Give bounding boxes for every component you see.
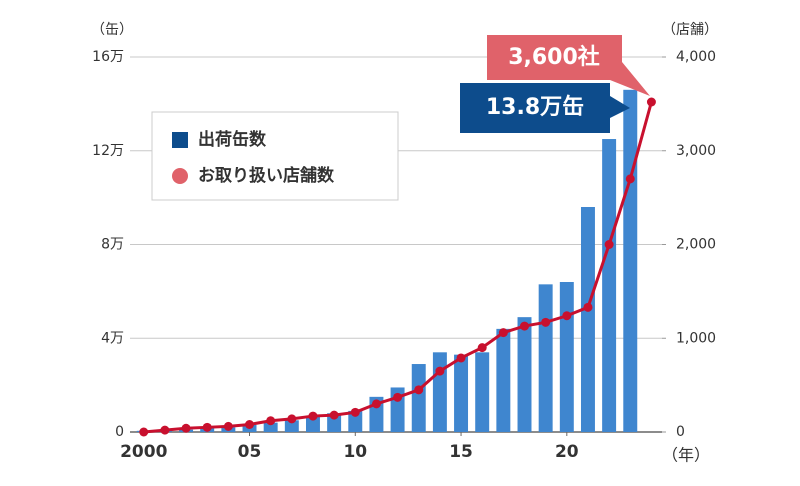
- point: [308, 411, 318, 421]
- legend-box: [151, 111, 399, 201]
- y2-unit: （店舗）: [662, 22, 718, 38]
- point: [604, 240, 614, 249]
- bar: [348, 410, 363, 432]
- point: [477, 343, 487, 353]
- y-tick-label: 0: [115, 424, 124, 440]
- y2-tick-label: 0: [676, 424, 685, 440]
- y-tick-label: 8万: [101, 237, 124, 253]
- callout-shape: [460, 83, 630, 133]
- point: [541, 317, 551, 327]
- x-unit: （年）: [662, 446, 710, 465]
- point: [498, 328, 508, 338]
- point: [393, 392, 403, 402]
- bar: [263, 422, 278, 432]
- point: [520, 321, 530, 331]
- bar: [284, 420, 299, 432]
- callout-text: 3,600社: [508, 44, 600, 70]
- callout-text: 13.8万缶: [486, 94, 584, 120]
- bar: [623, 89, 638, 432]
- y-unit: （缶）: [91, 22, 133, 38]
- y-tick-label: 4万: [101, 330, 124, 346]
- legend-swatch: [172, 132, 188, 148]
- bar: [580, 207, 595, 432]
- point: [435, 366, 445, 376]
- y-tick-label: 16万: [92, 49, 124, 65]
- x-tick-label: 20: [555, 442, 579, 462]
- legend-label: 出荷缶数: [198, 129, 267, 150]
- x-tick-label: 10: [343, 442, 367, 462]
- x-tick-label: 05: [238, 442, 262, 462]
- bar: [432, 352, 447, 432]
- bar: [305, 415, 320, 432]
- point: [456, 353, 466, 363]
- point: [329, 410, 339, 420]
- point: [287, 414, 297, 424]
- bar: [411, 364, 426, 432]
- bar: [475, 352, 490, 432]
- point: [414, 385, 424, 395]
- point: [583, 302, 593, 312]
- legend-label: お取り扱い店舗数: [198, 165, 335, 186]
- point: [350, 407, 360, 417]
- point: [562, 311, 572, 321]
- bar: [454, 354, 469, 432]
- y-tick-label: 12万: [92, 143, 124, 159]
- point: [646, 97, 656, 107]
- point: [181, 423, 191, 433]
- point: [371, 399, 381, 409]
- bar: [538, 284, 553, 432]
- y2-tick-label: 4,000: [676, 49, 716, 65]
- point: [625, 174, 635, 184]
- annotation-stores: 3,600社: [487, 35, 650, 96]
- bar: [559, 282, 574, 432]
- y2-tick-label: 1,000: [676, 330, 716, 346]
- bar: [517, 317, 532, 432]
- point: [160, 425, 170, 435]
- annotation-cans: 13.8万缶: [460, 83, 630, 133]
- callout-shape: [487, 35, 650, 96]
- point: [223, 421, 233, 431]
- bar: [496, 328, 511, 432]
- point: [202, 422, 212, 432]
- x-tick-label: 2000: [120, 442, 167, 462]
- bar: [602, 139, 617, 432]
- legend-swatch: [172, 168, 188, 184]
- y2-tick-label: 3,000: [676, 143, 716, 159]
- point: [266, 416, 276, 426]
- y2-tick-label: 2,000: [676, 237, 716, 253]
- point: [245, 420, 255, 429]
- point: [139, 427, 149, 437]
- x-tick-label: 15: [449, 442, 473, 462]
